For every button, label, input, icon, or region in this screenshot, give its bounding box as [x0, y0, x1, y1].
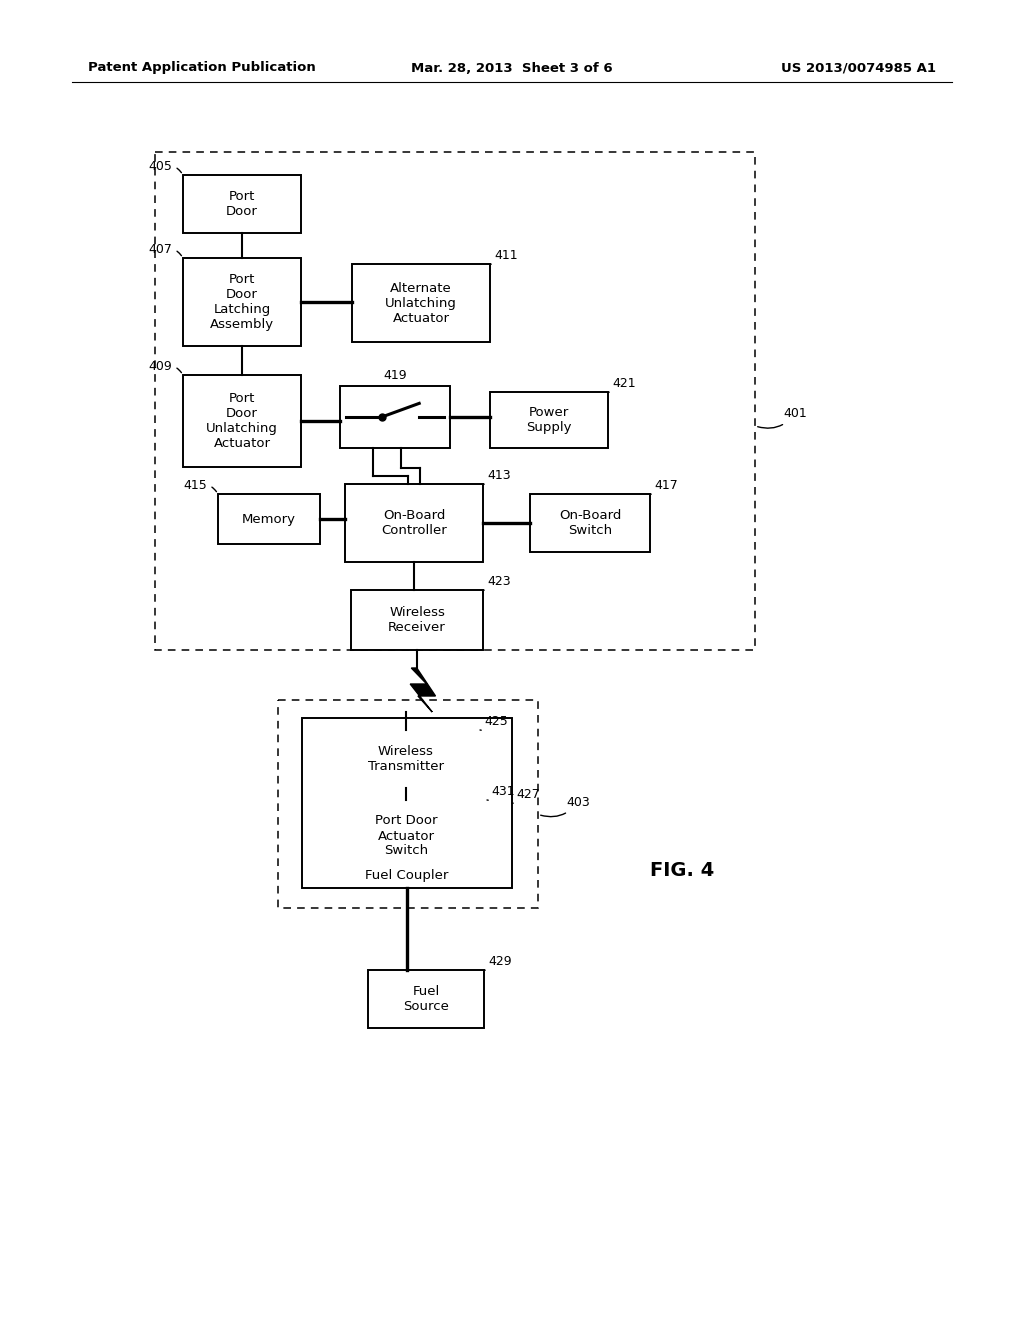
Text: Memory: Memory	[242, 512, 296, 525]
Text: 411: 411	[490, 249, 517, 264]
Bar	[352, 264, 490, 342]
Text: Port
Door
Latching
Assembly: Port Door Latching Assembly	[210, 273, 274, 331]
Bar	[490, 392, 608, 447]
Text: Patent Application Publication: Patent Application Publication	[88, 62, 315, 74]
Text: US 2013/0074985 A1: US 2013/0074985 A1	[781, 62, 936, 74]
Text: 425: 425	[480, 715, 508, 730]
Bar	[332, 730, 480, 788]
Bar	[155, 152, 755, 649]
Bar	[345, 484, 483, 562]
Bar	[530, 494, 650, 552]
Bar	[218, 494, 319, 544]
Text: 415: 415	[183, 479, 216, 492]
Text: 427: 427	[512, 788, 540, 803]
Bar	[302, 718, 512, 888]
Text: Port
Door
Unlatching
Actuator: Port Door Unlatching Actuator	[206, 392, 278, 450]
Text: 403: 403	[541, 796, 590, 817]
Bar	[368, 970, 484, 1028]
Text: On-Board
Controller: On-Board Controller	[381, 510, 446, 537]
Text: Port Door
Actuator
Switch: Port Door Actuator Switch	[375, 814, 437, 858]
Text: 405: 405	[148, 160, 181, 173]
Text: Fuel
Source: Fuel Source	[403, 985, 449, 1012]
Bar	[325, 800, 487, 873]
Text: On-Board
Switch: On-Board Switch	[559, 510, 622, 537]
Text: Wireless
Receiver: Wireless Receiver	[388, 606, 445, 634]
Text: 431: 431	[487, 785, 515, 800]
Bar	[183, 257, 301, 346]
Text: Power
Supply: Power Supply	[526, 407, 571, 434]
Text: Mar. 28, 2013  Sheet 3 of 6: Mar. 28, 2013 Sheet 3 of 6	[412, 62, 612, 74]
Polygon shape	[411, 668, 435, 711]
Text: 423: 423	[483, 576, 511, 590]
Text: Port
Door: Port Door	[226, 190, 258, 218]
Bar	[278, 700, 538, 908]
Text: 421: 421	[608, 378, 636, 392]
Text: 429: 429	[484, 954, 512, 970]
Bar	[183, 375, 301, 467]
Text: Alternate
Unlatching
Actuator: Alternate Unlatching Actuator	[385, 281, 457, 325]
Text: 419: 419	[383, 370, 407, 381]
Text: 409: 409	[148, 360, 181, 374]
Text: 413: 413	[483, 469, 511, 484]
Text: FIG. 4: FIG. 4	[650, 861, 715, 879]
Bar	[340, 385, 450, 447]
Bar	[351, 590, 483, 649]
Text: 401: 401	[758, 408, 807, 428]
Text: 417: 417	[650, 479, 678, 494]
Text: Wireless
Transmitter: Wireless Transmitter	[368, 744, 444, 774]
Bar	[183, 176, 301, 234]
Text: Fuel Coupler: Fuel Coupler	[366, 870, 449, 883]
Text: 407: 407	[148, 243, 181, 256]
